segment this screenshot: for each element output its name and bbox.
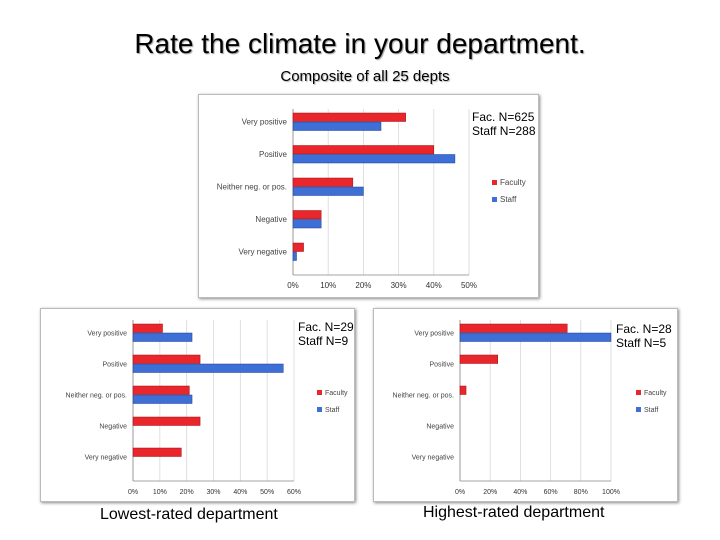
category-label: Neither neg. or pos. bbox=[393, 393, 455, 400]
category-label: Very positive bbox=[87, 331, 127, 338]
bar-staff bbox=[132, 332, 193, 342]
legend-label-faculty: Faculty bbox=[644, 390, 667, 397]
legend-swatch-staff bbox=[636, 407, 641, 412]
legend-label-faculty: Faculty bbox=[500, 178, 526, 187]
x-tick-label: 60% bbox=[287, 489, 301, 496]
x-tick-label: 60% bbox=[544, 489, 558, 496]
category-label: Positive bbox=[102, 362, 127, 369]
slide-title: Rate the climate in your department. bbox=[134, 28, 586, 59]
bar-faculty bbox=[132, 323, 163, 333]
composite-faculty-n: Fac. N=625 bbox=[472, 110, 535, 124]
category-label: Neither neg. or pos. bbox=[66, 393, 128, 400]
category-label: Very positive bbox=[414, 331, 454, 338]
bar-faculty bbox=[132, 385, 190, 395]
x-tick-label: 80% bbox=[574, 489, 588, 496]
highest-chart-panel: 0% 20% 40% 60% 80% 100% Very positive Positive N… bbox=[373, 308, 678, 502]
category-label: Neither neg. or pos. bbox=[217, 183, 287, 192]
x-tick-label: 40% bbox=[513, 489, 527, 496]
highest-faculty-n: Fac. N=28 bbox=[616, 322, 672, 336]
composite-chart-panel: 0% 10% 20% 30% 40% 50% Very positive Positive Ne… bbox=[198, 94, 539, 298]
bar-faculty bbox=[132, 354, 201, 364]
bar-faculty bbox=[132, 447, 182, 457]
x-tick-label: 50% bbox=[461, 281, 477, 290]
x-tick-label: 100% bbox=[602, 489, 620, 496]
bar-faculty bbox=[292, 145, 435, 155]
category-label: Negative bbox=[255, 215, 287, 224]
x-tick-label: 30% bbox=[206, 489, 220, 496]
slide-subtitle: Composite of all 25 depts bbox=[280, 68, 450, 85]
highest-staff-n: Staff N=5 bbox=[616, 336, 667, 350]
legend-swatch-staff bbox=[492, 197, 497, 202]
x-tick-label: 10% bbox=[153, 489, 167, 496]
legend-swatch-staff bbox=[317, 407, 322, 412]
category-label: Negative bbox=[426, 424, 454, 431]
x-tick-label: 20% bbox=[355, 281, 371, 290]
x-tick-label: 0% bbox=[455, 489, 465, 496]
bar-staff bbox=[292, 219, 322, 229]
category-label: Positive bbox=[259, 150, 288, 159]
legend-swatch-faculty bbox=[492, 180, 497, 185]
highest-n-label: Fac. N=28 Staff N=5 bbox=[616, 322, 672, 350]
legend-swatch-faculty bbox=[636, 390, 641, 395]
composite-n-label: Fac. N=625 Staff N=288 bbox=[472, 110, 536, 138]
x-tick-label: 0% bbox=[287, 281, 299, 290]
bar-faculty bbox=[132, 416, 201, 426]
category-label: Very negative bbox=[412, 455, 455, 462]
bar-faculty bbox=[292, 112, 406, 122]
bar-faculty bbox=[459, 354, 498, 364]
lowest-chart-panel: 0% 10% 20% 30% 40% 50% 60% Very positive Positiv… bbox=[40, 308, 355, 502]
highest-chart: 0% 20% 40% 60% 80% 100% Very positive Positive N… bbox=[393, 320, 667, 496]
x-tick-label: 20% bbox=[483, 489, 497, 496]
x-tick-label: 20% bbox=[180, 489, 194, 496]
bar-staff bbox=[459, 332, 612, 342]
x-tick-label: 0% bbox=[128, 489, 138, 496]
category-label: Negative bbox=[99, 424, 127, 431]
category-label: Very negative bbox=[85, 455, 128, 462]
bar-staff bbox=[292, 121, 382, 131]
x-tick-label: 50% bbox=[260, 489, 274, 496]
bar-faculty bbox=[292, 210, 322, 220]
bar-faculty bbox=[459, 385, 467, 395]
highest-caption: Highest-rated department bbox=[423, 504, 605, 521]
lowest-caption: Lowest-rated department bbox=[100, 506, 278, 523]
bar-staff bbox=[292, 251, 297, 261]
legend-label-staff: Staff bbox=[644, 407, 658, 414]
legend-label-staff: Staff bbox=[500, 195, 517, 204]
legend-swatch-faculty bbox=[317, 390, 322, 395]
x-tick-label: 40% bbox=[426, 281, 442, 290]
bar-staff bbox=[132, 394, 193, 404]
bar-staff bbox=[292, 154, 456, 164]
bar-faculty bbox=[459, 323, 568, 333]
lowest-faculty-n: Fac. N=29 bbox=[298, 320, 354, 334]
legend-label-staff: Staff bbox=[325, 407, 339, 414]
bar-faculty bbox=[292, 242, 304, 252]
lowest-chart: 0% 10% 20% 30% 40% 50% 60% Very positive Positiv… bbox=[66, 320, 348, 496]
composite-staff-n: Staff N=288 bbox=[472, 124, 536, 138]
legend-label-faculty: Faculty bbox=[325, 390, 348, 397]
category-label: Positive bbox=[429, 362, 454, 369]
category-label: Very negative bbox=[239, 248, 288, 257]
lowest-n-label: Fac. N=29 Staff N=9 bbox=[298, 320, 354, 348]
bar-faculty bbox=[292, 177, 354, 187]
category-label: Very positive bbox=[242, 118, 288, 127]
bar-staff bbox=[132, 363, 284, 373]
lowest-staff-n: Staff N=9 bbox=[298, 334, 349, 348]
bar-staff bbox=[292, 186, 364, 196]
x-tick-label: 10% bbox=[320, 281, 336, 290]
x-tick-label: 40% bbox=[233, 489, 247, 496]
composite-chart: 0% 10% 20% 30% 40% 50% Very positive Positive Ne… bbox=[217, 109, 526, 290]
x-tick-label: 30% bbox=[391, 281, 407, 290]
